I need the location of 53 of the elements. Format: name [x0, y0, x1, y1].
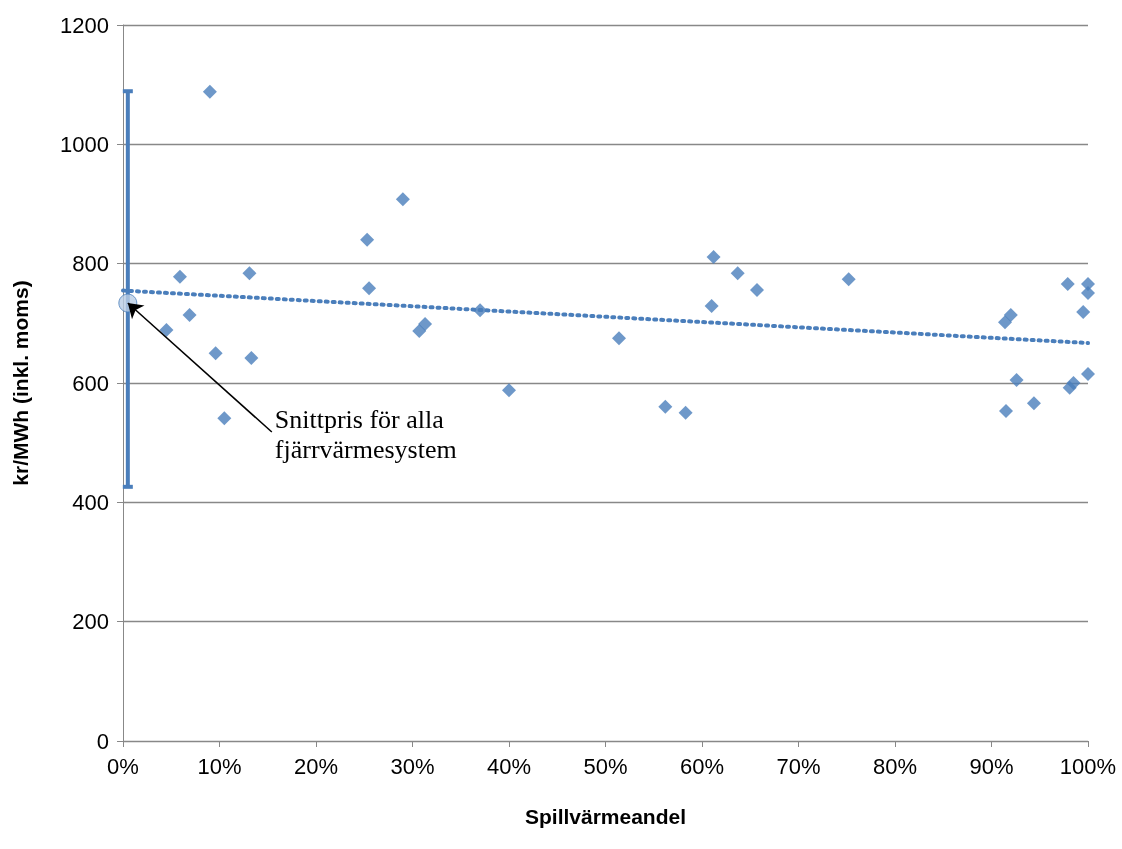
y-tick-label: 400	[72, 489, 109, 515]
point	[412, 324, 427, 339]
y-tick-label: 0	[96, 728, 109, 754]
point	[395, 192, 410, 207]
point	[730, 266, 745, 281]
point	[678, 405, 693, 420]
y-tick-label: 600	[72, 370, 109, 396]
point	[1009, 373, 1024, 388]
point	[1076, 305, 1091, 319]
point	[418, 316, 433, 331]
point	[202, 84, 217, 99]
point	[1003, 307, 1018, 322]
point	[182, 307, 197, 322]
point	[502, 383, 516, 398]
point	[360, 232, 375, 247]
point	[998, 315, 1013, 330]
y-tick-label: 1000	[60, 131, 109, 157]
point	[1060, 276, 1075, 291]
point	[841, 272, 856, 287]
x-tick-label: 0%	[107, 753, 139, 779]
point	[998, 404, 1013, 419]
x-tick-label: 40%	[486, 753, 532, 779]
point	[704, 299, 719, 314]
y-tick-label: 1200	[60, 12, 109, 38]
x-tick-label: 10%	[197, 753, 242, 779]
point	[706, 250, 721, 265]
x-tick-label: 90%	[969, 753, 1014, 779]
x-tick-label: 60%	[679, 753, 725, 779]
x-axis-title: Spillvärmeandel	[524, 805, 687, 828]
point	[244, 350, 259, 365]
y-axis-title: kr/MWh (inkl. moms)	[9, 280, 32, 486]
point	[159, 322, 174, 337]
annotation: Snittpris för alla fjärrvärmesystem	[274, 405, 457, 465]
x-tick-label: 70%	[776, 753, 821, 779]
point	[658, 399, 673, 414]
y-tick-label: 200	[72, 609, 109, 635]
point	[1066, 376, 1081, 390]
point	[1081, 367, 1095, 382]
point	[208, 346, 223, 361]
x-tick-label: 80%	[872, 753, 918, 779]
x-tick-label: 30%	[390, 753, 435, 779]
point	[1026, 396, 1041, 411]
x-tick-label: 100%	[1059, 753, 1117, 779]
point	[362, 281, 377, 296]
x-tick-label: 20%	[293, 753, 339, 779]
point	[1081, 285, 1095, 300]
point	[750, 282, 765, 297]
point	[217, 411, 232, 426]
point	[242, 266, 257, 281]
point	[612, 331, 627, 346]
y-tick-label: 800	[72, 251, 109, 277]
point	[172, 269, 187, 284]
x-tick-label: 50%	[583, 753, 628, 779]
